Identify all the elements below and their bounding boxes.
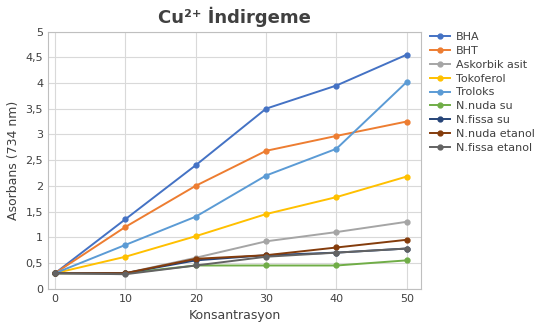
N.fissa etanol xyxy=(263,255,269,259)
N.nuda su xyxy=(333,264,340,267)
BHT xyxy=(52,271,59,275)
Tokoferol xyxy=(333,195,340,199)
Askorbik asit xyxy=(192,256,199,260)
N.nuda etanol xyxy=(404,238,410,242)
N.fissa su xyxy=(333,251,340,255)
N.fissa su xyxy=(192,258,199,262)
N.nuda su xyxy=(52,271,59,275)
Tokoferol xyxy=(52,271,59,275)
Tokoferol xyxy=(404,175,410,179)
Troloks xyxy=(52,271,59,275)
Legend: BHA, BHT, Askorbik asit, Tokoferol, Troloks, N.nuda su, N.fissa su, N.nuda etano: BHA, BHT, Askorbik asit, Tokoferol, Trol… xyxy=(430,32,534,153)
Line: Tokoferol: Tokoferol xyxy=(53,174,409,276)
N.nuda etanol xyxy=(333,245,340,249)
Line: Troloks: Troloks xyxy=(53,80,409,276)
Y-axis label: Asorbans (734 nm): Asorbans (734 nm) xyxy=(7,100,20,220)
Troloks xyxy=(404,80,410,84)
N.fissa su xyxy=(263,253,269,257)
N.fissa etanol xyxy=(192,264,199,267)
Line: BHA: BHA xyxy=(53,52,409,276)
BHT xyxy=(404,119,410,123)
N.fissa su xyxy=(404,246,410,250)
Line: Askorbik asit: Askorbik asit xyxy=(53,219,409,276)
Troloks xyxy=(263,173,269,177)
X-axis label: Konsantrasyon: Konsantrasyon xyxy=(188,309,281,322)
Troloks xyxy=(333,147,340,151)
N.fissa su xyxy=(52,271,59,275)
Line: N.fissa etanol: N.fissa etanol xyxy=(53,246,409,277)
N.nuda su xyxy=(192,264,199,267)
BHA xyxy=(52,271,59,275)
N.nuda etanol xyxy=(122,271,128,275)
N.nuda etanol xyxy=(263,253,269,257)
N.fissa etanol xyxy=(404,246,410,250)
Askorbik asit xyxy=(122,271,128,275)
BHT xyxy=(122,225,128,229)
N.fissa etanol xyxy=(52,271,59,275)
BHT xyxy=(333,134,340,138)
N.nuda etanol xyxy=(192,257,199,261)
BHT xyxy=(263,149,269,153)
N.nuda su xyxy=(263,264,269,267)
Tokoferol xyxy=(263,212,269,216)
Line: N.nuda su: N.nuda su xyxy=(53,258,409,276)
Askorbik asit xyxy=(263,240,269,243)
Title: Cu²⁺ İndirgeme: Cu²⁺ İndirgeme xyxy=(158,7,311,27)
BHA xyxy=(263,107,269,111)
N.fissa etanol xyxy=(122,272,128,276)
Tokoferol xyxy=(122,255,128,259)
Askorbik asit xyxy=(52,271,59,275)
BHA xyxy=(122,217,128,221)
N.fissa etanol xyxy=(333,251,340,255)
N.fissa su xyxy=(122,271,128,275)
Line: N.nuda etanol: N.nuda etanol xyxy=(53,237,409,276)
N.nuda etanol xyxy=(52,271,59,275)
BHA xyxy=(404,53,410,57)
BHA xyxy=(192,163,199,167)
BHA xyxy=(333,84,340,88)
Troloks xyxy=(122,243,128,247)
Askorbik asit xyxy=(404,220,410,224)
N.nuda su xyxy=(404,258,410,262)
Askorbik asit xyxy=(333,230,340,234)
Tokoferol xyxy=(192,234,199,238)
Line: BHT: BHT xyxy=(53,119,409,276)
Troloks xyxy=(192,215,199,218)
BHT xyxy=(192,184,199,188)
N.nuda su xyxy=(122,271,128,275)
Line: N.fissa su: N.fissa su xyxy=(53,246,409,276)
